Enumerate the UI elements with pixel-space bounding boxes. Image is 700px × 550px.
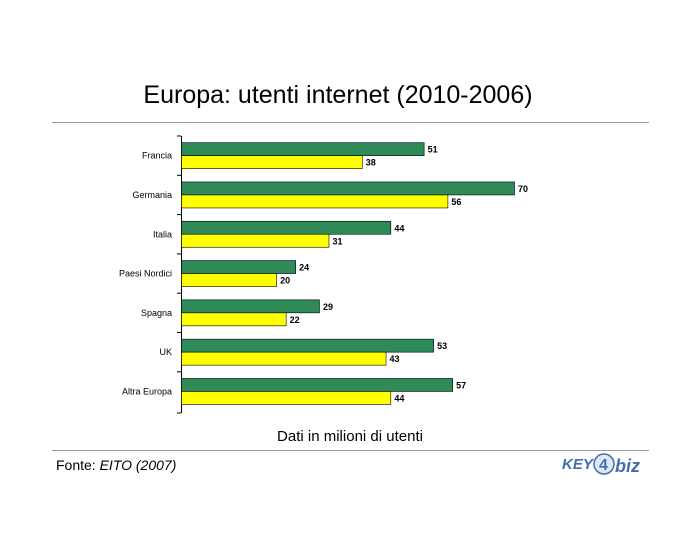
bar	[181, 273, 277, 287]
category-label: Paesi Nordici	[119, 269, 172, 279]
bar	[181, 260, 296, 274]
data-label: 29	[323, 302, 333, 312]
key4biz-logo: KEY 4 biz	[562, 453, 640, 476]
category-label: Spagna	[141, 308, 172, 318]
bar	[181, 194, 449, 209]
chart-subtitle: Dati in milioni di utenti	[277, 428, 423, 445]
category-label: Germania	[132, 190, 172, 200]
source-note: Fonte: EITO (2007)	[56, 456, 176, 474]
logo-digit-text: 4	[599, 457, 608, 474]
source-name: EITO (2007)	[99, 457, 177, 473]
data-label: 44	[394, 223, 404, 233]
title-divider	[52, 122, 649, 123]
bar	[181, 155, 363, 169]
data-label: 70	[518, 184, 528, 194]
bar	[181, 378, 453, 392]
category-label: Francia	[142, 151, 172, 161]
bar	[181, 299, 320, 314]
bar	[181, 142, 425, 156]
bar	[181, 338, 434, 353]
data-label: 38	[366, 158, 376, 168]
bar	[181, 181, 515, 196]
source-prefix: Fonte:	[56, 457, 100, 473]
bar	[181, 351, 387, 366]
data-label: 53	[437, 341, 447, 351]
data-label: 57	[456, 380, 466, 390]
logo-circle	[593, 453, 615, 475]
bar	[181, 391, 392, 405]
category-label: Italia	[153, 229, 172, 239]
data-label: 24	[299, 263, 309, 273]
data-label: 51	[428, 145, 438, 155]
category-label: UK	[159, 347, 172, 357]
chart-title: Europa: utenti internet (2010-2006)	[143, 81, 533, 109]
data-label: 20	[280, 276, 290, 286]
bar	[181, 312, 287, 327]
bar	[181, 220, 392, 235]
category-label: Altra Europa	[122, 386, 172, 396]
data-label: 44	[394, 393, 404, 403]
logo-key-text: KEY	[562, 456, 595, 473]
footer-divider	[52, 450, 649, 451]
data-label: 31	[332, 236, 342, 246]
data-label: 22	[290, 315, 300, 325]
logo-biz-text: biz	[615, 456, 640, 476]
bar	[181, 233, 330, 248]
data-label: 56	[451, 197, 461, 207]
data-label: 43	[390, 354, 400, 364]
